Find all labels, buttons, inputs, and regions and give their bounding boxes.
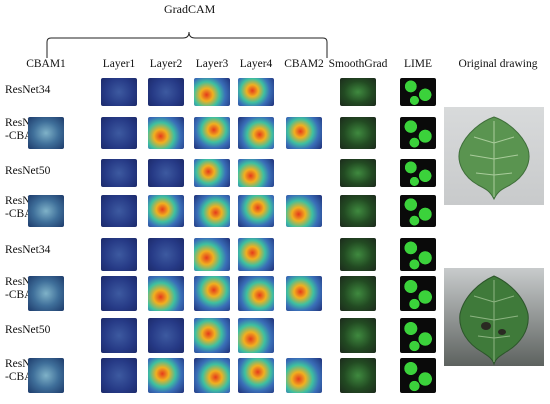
layer4-heatmap bbox=[238, 358, 274, 393]
layer2-heatmap bbox=[148, 195, 184, 227]
row-label-model: ResNet50 bbox=[5, 165, 51, 177]
row-label-model: ResNet50 bbox=[5, 324, 51, 336]
layer3-heatmap bbox=[194, 276, 230, 311]
layer2-heatmap bbox=[148, 238, 184, 271]
layer3-heatmap bbox=[194, 358, 230, 393]
smoothgrad-map bbox=[340, 159, 376, 187]
row-label: ResNet34 bbox=[5, 244, 50, 257]
layer4-heatmap bbox=[238, 159, 274, 187]
column-header: CBAM2 bbox=[284, 58, 324, 70]
lime-map bbox=[400, 318, 436, 353]
row-label: ResNet50 bbox=[5, 165, 50, 178]
layer3-heatmap bbox=[194, 78, 230, 106]
cbam2-heatmap bbox=[286, 276, 322, 311]
row-label: ResNet34 bbox=[5, 84, 50, 97]
layer4-heatmap bbox=[238, 117, 274, 149]
layer1-heatmap bbox=[101, 117, 137, 149]
smoothgrad-map bbox=[340, 117, 376, 149]
smoothgrad-map bbox=[340, 238, 376, 271]
cbam1-heatmap bbox=[28, 358, 64, 393]
cbam1-heatmap bbox=[28, 117, 64, 149]
cbam1-heatmap bbox=[28, 195, 64, 227]
column-header: CBAM1 bbox=[26, 58, 66, 70]
column-header: Layer1 bbox=[102, 58, 136, 70]
layer2-heatmap bbox=[148, 318, 184, 353]
layer4-heatmap bbox=[238, 195, 274, 227]
layer2-heatmap bbox=[148, 78, 184, 106]
layer3-heatmap bbox=[194, 195, 230, 227]
layer1-heatmap bbox=[101, 238, 137, 271]
layer1-heatmap bbox=[101, 159, 137, 187]
gradcam-title: GradCAM bbox=[164, 2, 216, 16]
leaf-photo-icon bbox=[459, 275, 529, 366]
column-header: Layer2 bbox=[149, 58, 183, 70]
original-drawing-1 bbox=[444, 107, 544, 205]
layer1-heatmap bbox=[101, 276, 137, 311]
layer3-heatmap bbox=[194, 159, 230, 187]
cbam2-heatmap bbox=[286, 117, 322, 149]
row-label-model: ResNet34 bbox=[5, 84, 51, 96]
layer1-heatmap bbox=[101, 195, 137, 227]
layer2-heatmap bbox=[148, 117, 184, 149]
layer3-heatmap bbox=[194, 117, 230, 149]
smoothgrad-map bbox=[340, 195, 376, 227]
cbam2-heatmap bbox=[286, 195, 322, 227]
layer4-heatmap bbox=[238, 238, 274, 271]
cbam2-heatmap bbox=[286, 358, 322, 393]
column-header: LIME bbox=[403, 58, 433, 70]
cbam1-heatmap bbox=[28, 276, 64, 311]
row-label-model: ResNet34 bbox=[5, 244, 51, 256]
lime-map bbox=[400, 117, 436, 149]
layer1-heatmap bbox=[101, 318, 137, 353]
lime-map bbox=[400, 195, 436, 227]
column-header: SmoothGrad bbox=[328, 58, 388, 70]
smoothgrad-map bbox=[340, 318, 376, 353]
layer1-heatmap bbox=[101, 78, 137, 106]
layer2-heatmap bbox=[148, 159, 184, 187]
column-header: Layer4 bbox=[239, 58, 273, 70]
layer4-heatmap bbox=[238, 318, 274, 353]
smoothgrad-map bbox=[340, 276, 376, 311]
lime-map bbox=[400, 358, 436, 393]
lime-map bbox=[400, 78, 436, 106]
layer3-heatmap bbox=[194, 318, 230, 353]
layer2-heatmap bbox=[148, 358, 184, 393]
layer4-heatmap bbox=[238, 78, 274, 106]
layer2-heatmap bbox=[148, 276, 184, 311]
leaf-photo-icon bbox=[458, 116, 530, 201]
original-drawing-2 bbox=[444, 268, 544, 366]
lime-map bbox=[400, 238, 436, 271]
lime-map bbox=[400, 159, 436, 187]
gradcam-bracket bbox=[46, 31, 328, 58]
lime-map bbox=[400, 276, 436, 311]
smoothgrad-map bbox=[340, 78, 376, 106]
row-label: ResNet50 bbox=[5, 324, 50, 337]
layer4-heatmap bbox=[238, 276, 274, 311]
smoothgrad-map bbox=[340, 358, 376, 393]
layer1-heatmap bbox=[101, 358, 137, 393]
layer3-heatmap bbox=[194, 238, 230, 271]
column-header: Layer3 bbox=[195, 58, 229, 70]
column-header: Original drawing bbox=[458, 58, 538, 70]
